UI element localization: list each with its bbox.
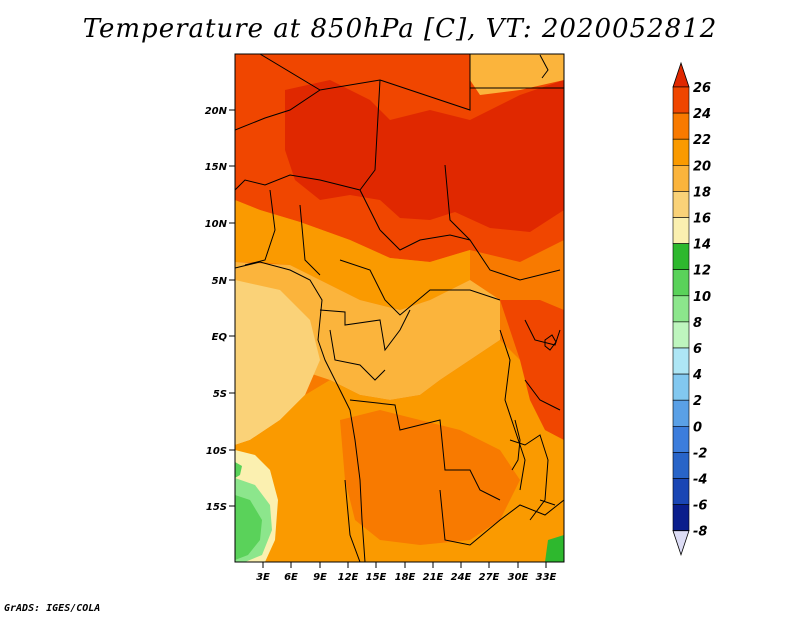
field-se-12 bbox=[545, 535, 564, 562]
field-westcoast-20 bbox=[235, 200, 470, 310]
colorbar-swatch bbox=[672, 452, 690, 479]
colorbar-label: -6 bbox=[693, 499, 707, 514]
border-line bbox=[339, 259, 501, 316]
border-line bbox=[379, 229, 471, 251]
border-line bbox=[244, 189, 276, 266]
border-line bbox=[499, 329, 526, 491]
colorbar-label: 24 bbox=[693, 107, 711, 122]
lat-label: 10N bbox=[205, 219, 228, 230]
lat-label: 15N bbox=[205, 162, 228, 173]
map-frame bbox=[234, 53, 565, 563]
lake-tanganyika bbox=[511, 419, 521, 471]
field-angola-22 bbox=[340, 410, 520, 545]
colorbar-swatch bbox=[672, 165, 690, 192]
colorbar-swatch bbox=[672, 269, 690, 297]
lon-label: 9E bbox=[313, 572, 327, 583]
colorbar-label: 4 bbox=[692, 368, 702, 383]
colorbar-bottom-triangle bbox=[672, 530, 690, 556]
lon-label: 3E bbox=[256, 572, 270, 583]
lat-label: 5S bbox=[213, 389, 227, 400]
colorbar-label: 14 bbox=[693, 238, 711, 253]
border-line bbox=[344, 479, 361, 562]
country-borders bbox=[235, 54, 564, 562]
lake-kariba bbox=[539, 499, 556, 506]
colorbar-swatch bbox=[672, 399, 690, 427]
border-line bbox=[439, 489, 564, 546]
lat-label: 10S bbox=[206, 446, 227, 457]
colorbar-label: -4 bbox=[693, 473, 707, 488]
lon-label: 6E bbox=[284, 572, 298, 583]
border-line bbox=[319, 309, 411, 352]
border-line bbox=[235, 89, 321, 131]
lon-label: 18E bbox=[395, 572, 416, 583]
colorbar-label: 10 bbox=[693, 290, 711, 305]
colorbar-label: 12 bbox=[693, 264, 711, 279]
field-sw-small bbox=[235, 462, 242, 478]
chart-title: Temperature at 850hPa [C], VT: 202005281… bbox=[82, 14, 718, 44]
lon-label: 15E bbox=[366, 572, 387, 583]
coast-ne bbox=[539, 54, 549, 79]
lon-label: 21E bbox=[423, 572, 444, 583]
colorbar-label: -8 bbox=[693, 525, 707, 540]
field-east-24 bbox=[500, 300, 564, 440]
lon-label: 33E bbox=[536, 572, 557, 583]
colorbar-top-triangle bbox=[672, 61, 690, 88]
lon-label: 12E bbox=[338, 572, 359, 583]
colorbar-swatch bbox=[672, 504, 690, 532]
colorbar-label: 20 bbox=[693, 159, 711, 174]
colorbar-label: 16 bbox=[693, 212, 711, 227]
colorbar-label: 26 bbox=[693, 81, 711, 96]
lon-label: 30E bbox=[508, 572, 529, 583]
field-sw-10 bbox=[235, 495, 262, 560]
border-line bbox=[524, 379, 561, 411]
border-line bbox=[329, 329, 386, 381]
colorbar-swatch bbox=[672, 138, 690, 166]
field-north-26 bbox=[285, 80, 564, 232]
lat-label: 15S bbox=[206, 502, 227, 513]
lon-label: 24E bbox=[451, 572, 472, 583]
colorbar-label: -2 bbox=[693, 446, 707, 461]
colorbar-label: 0 bbox=[693, 420, 702, 435]
lake-victoria bbox=[544, 334, 557, 351]
colorbar-label: 18 bbox=[693, 185, 711, 200]
border-line bbox=[235, 174, 361, 191]
border-line bbox=[509, 434, 549, 521]
field-atlantic-16 bbox=[235, 280, 320, 445]
colorbar-label: 6 bbox=[693, 342, 702, 357]
border-line bbox=[444, 164, 561, 281]
lon-axis: 3E 6E 9E 12E 15E 18E 21E 24E 27E 30E 33E bbox=[256, 562, 557, 583]
credit-text: GrADS: IGES/COLA bbox=[4, 603, 101, 614]
lon-label: 27E bbox=[479, 572, 500, 583]
temperature-field bbox=[235, 54, 564, 562]
colorbar-swatch bbox=[672, 478, 690, 505]
colorbar-swatch bbox=[672, 321, 690, 349]
colorbar-label: 2 bbox=[693, 394, 702, 409]
colorbar-swatch bbox=[672, 295, 690, 323]
coastline bbox=[235, 261, 366, 562]
colorbar-swatch bbox=[672, 217, 690, 244]
colorbar-swatch bbox=[672, 425, 690, 453]
colorbar-swatch bbox=[672, 347, 690, 375]
field-ne-18 bbox=[470, 54, 564, 95]
lat-label: EQ bbox=[212, 332, 228, 343]
border-line bbox=[299, 204, 321, 276]
lat-label: 20N bbox=[205, 106, 228, 117]
colorbar-swatch bbox=[672, 191, 690, 218]
colorbar-swatch bbox=[672, 86, 690, 114]
colorbar-swatch bbox=[672, 373, 690, 401]
lat-axis: 20N 15N 10N 5N EQ 5S 10S 15S bbox=[205, 106, 235, 513]
colorbar-label: 8 bbox=[693, 316, 702, 331]
lat-label: 5N bbox=[212, 276, 228, 287]
colorbar-label: 22 bbox=[693, 133, 711, 148]
colorbar-swatch bbox=[672, 243, 690, 271]
border-line bbox=[349, 399, 501, 501]
colorbar-swatch bbox=[672, 112, 690, 140]
